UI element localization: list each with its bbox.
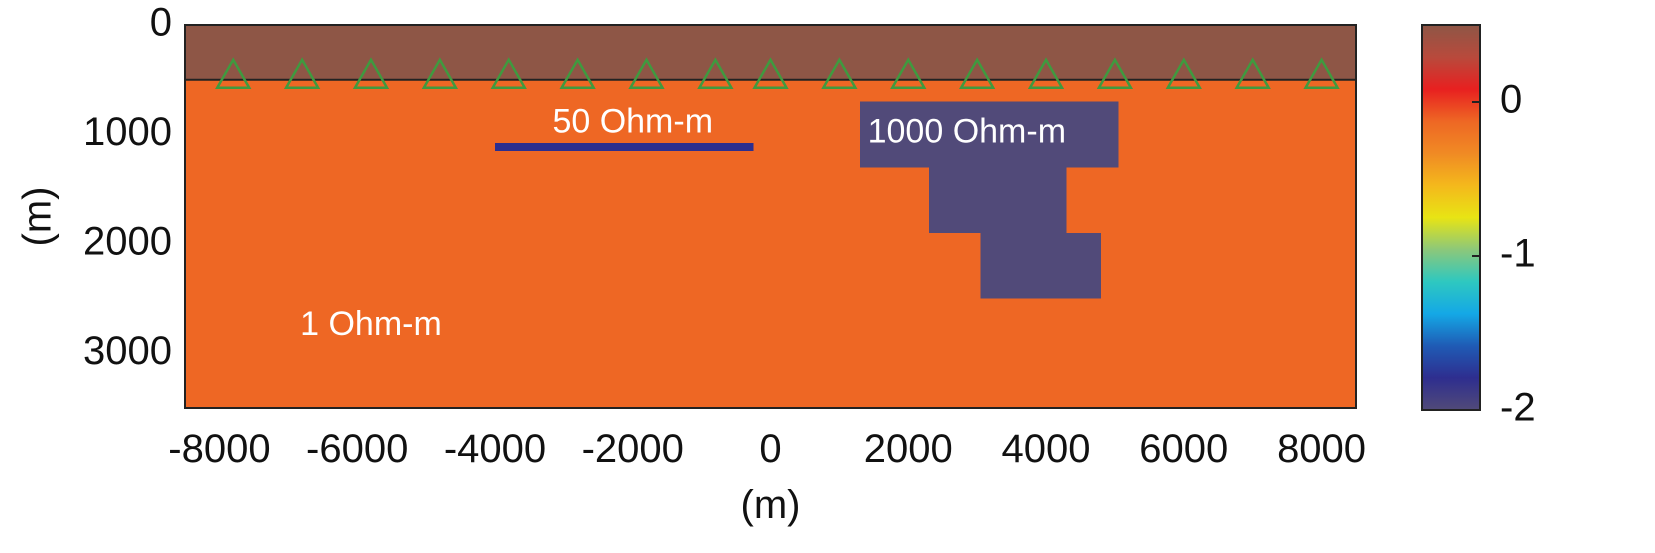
annotation-label: 1000 Ohm-m bbox=[868, 112, 1066, 150]
annotations: 50 Ohm-m 1000 Ohm-m 1 Ohm-m bbox=[300, 102, 1066, 342]
layer-background bbox=[185, 79, 1356, 408]
colorbar-tick-label: -1 bbox=[1500, 232, 1536, 276]
receiver-triangle bbox=[215, 57, 252, 89]
receiver-triangle bbox=[752, 57, 789, 89]
receiver-triangle bbox=[821, 57, 858, 89]
receiver-triangle bbox=[1234, 57, 1271, 89]
x-tick-label: 6000 bbox=[1139, 427, 1228, 471]
receiver-triangle bbox=[352, 57, 390, 89]
y-axis-label: (m) bbox=[16, 187, 60, 247]
receiver-triangle bbox=[421, 57, 459, 89]
colorbar-tick-label: 0 bbox=[1500, 78, 1522, 122]
y-tick-label: 0 bbox=[150, 1, 172, 45]
receiver-triangle bbox=[1303, 57, 1340, 89]
receiver-markers bbox=[215, 57, 1340, 89]
plot-frame bbox=[184, 24, 1357, 409]
x-tick-label: 4000 bbox=[1002, 427, 1091, 471]
y-tick-label: 2000 bbox=[83, 219, 172, 263]
body-resistor-block-3 bbox=[980, 232, 1102, 299]
receiver-triangle bbox=[958, 57, 996, 89]
body-resistor-block-1 bbox=[860, 101, 1119, 168]
annotation-label: 1 Ohm-m bbox=[300, 305, 442, 343]
x-tick-label: -6000 bbox=[306, 427, 408, 471]
receiver-triangle bbox=[1165, 57, 1202, 89]
x-axis-label: (m) bbox=[741, 483, 801, 527]
body-resistor-block-2 bbox=[928, 167, 1067, 233]
x-tick-label: -8000 bbox=[168, 427, 270, 471]
x-tick-label: -4000 bbox=[444, 427, 546, 471]
x-tick-label: 2000 bbox=[864, 427, 953, 471]
receiver-triangle bbox=[1096, 57, 1134, 89]
x-tick-label: 8000 bbox=[1277, 427, 1366, 471]
receiver-triangle bbox=[490, 57, 527, 89]
colorbar-tick-label: -2 bbox=[1500, 386, 1536, 430]
annotation-label: 50 Ohm-m bbox=[552, 102, 713, 140]
x-tick-label: 0 bbox=[759, 427, 781, 471]
receiver-triangle bbox=[283, 57, 321, 89]
y-tick-labels: 0 1000 2000 3000 bbox=[83, 1, 172, 373]
colorbar bbox=[1421, 24, 1481, 411]
receiver-triangle bbox=[697, 57, 734, 89]
plot-area bbox=[185, 25, 1356, 408]
layer-air bbox=[185, 25, 1356, 80]
body-conductor bbox=[494, 143, 754, 151]
y-tick-label: 1000 bbox=[83, 110, 172, 154]
colorbar-tick-labels: 0 -1 -2 bbox=[1472, 78, 1536, 430]
receiver-triangle bbox=[1027, 57, 1065, 89]
y-tick-label: 3000 bbox=[83, 329, 172, 373]
x-tick-labels: -8000 -6000 -4000 -2000 0 2000 4000 6000 8000 bbox=[168, 427, 1366, 471]
x-tick-label: -2000 bbox=[582, 427, 684, 471]
receiver-triangle bbox=[559, 57, 596, 89]
receiver-triangle bbox=[628, 57, 665, 89]
receiver-triangle bbox=[890, 57, 927, 89]
